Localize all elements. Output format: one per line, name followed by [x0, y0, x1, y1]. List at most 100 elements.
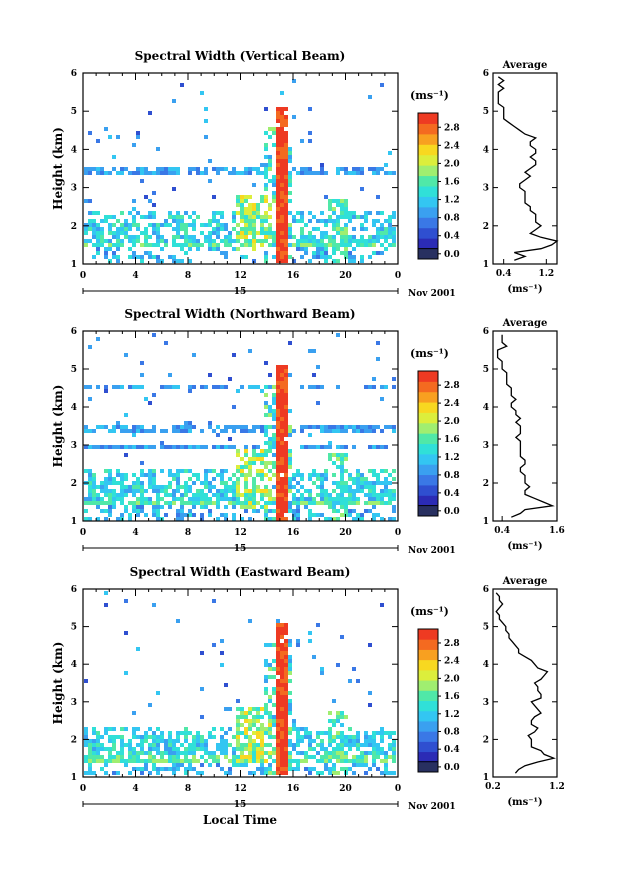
heatmap-cell: [276, 127, 280, 131]
heatmap-cell: [332, 739, 336, 743]
heatmap-cell: [320, 759, 324, 763]
heatmap-cell: [284, 763, 288, 767]
heatmap-cell: [296, 211, 300, 215]
heatmap-cell: [84, 445, 88, 449]
heatmap-cell: [128, 743, 132, 747]
heatmap-cell: [232, 497, 236, 501]
heatmap-cell: [92, 727, 96, 731]
heatmap-cell: [88, 501, 92, 505]
heatmap-cell: [336, 735, 340, 739]
heatmap-cell: [256, 231, 260, 235]
heatmap-cell: [376, 493, 380, 497]
heatmap-cell: [148, 771, 152, 775]
heatmap-cell: [280, 647, 284, 651]
heatmap-cell: [128, 247, 132, 251]
heatmap-cell: [252, 707, 256, 711]
heatmap-cell: [344, 767, 348, 771]
heatmap-cell: [168, 759, 172, 763]
heatmap-cell: [248, 211, 252, 215]
heatmap-cell: [292, 259, 296, 263]
heatmap-cell: [392, 215, 396, 219]
heatmap-cell: [172, 771, 176, 775]
heatmap-cell: [284, 643, 288, 647]
heatmap-cell: [208, 159, 212, 163]
heatmap-cell: [116, 259, 120, 263]
heatmap-cell: [284, 683, 288, 687]
heatmap-cell: [328, 711, 332, 715]
heatmap-cell: [188, 259, 192, 263]
heatmap-cell: [168, 255, 172, 259]
heatmap-cell: [328, 771, 332, 775]
heatmap-cell: [376, 755, 380, 759]
heatmap-cell: [292, 743, 296, 747]
heatmap-cell: [268, 723, 272, 727]
heatmap-cell: [280, 377, 284, 381]
heatmap-cell: [236, 211, 240, 215]
heatmap-cell: [284, 639, 288, 643]
heatmap-cell: [260, 743, 264, 747]
heatmap-cell: [148, 111, 152, 115]
heatmap-cell: [292, 727, 296, 731]
average-y-tick-label: 5: [483, 107, 489, 117]
heatmap-cell: [220, 767, 224, 771]
heatmap-cell: [104, 727, 108, 731]
y-tick-label: 3: [71, 441, 77, 451]
heatmap-cell: [248, 489, 252, 493]
heatmap-cell: [272, 715, 276, 719]
heatmap-cell: [276, 767, 280, 771]
heatmap-cell: [124, 219, 128, 223]
heatmap-cell: [244, 481, 248, 485]
heatmap-cell: [100, 501, 104, 505]
heatmap-cell: [220, 497, 224, 501]
heatmap-cell: [292, 167, 296, 171]
heatmap-cell: [228, 377, 232, 381]
heatmap-cell: [140, 461, 144, 465]
heatmap-cell: [296, 639, 300, 643]
heatmap-cell: [276, 711, 280, 715]
heatmap-cell: [376, 211, 380, 215]
heatmap-cell: [196, 493, 200, 497]
heatmap-cell: [328, 445, 332, 449]
heatmap-cell: [328, 743, 332, 747]
heatmap-cell: [348, 255, 352, 259]
heatmap-cell: [388, 771, 392, 775]
heatmap-cell: [236, 497, 240, 501]
heatmap-cell: [268, 405, 272, 409]
heatmap-cell: [96, 251, 100, 255]
heatmap-cell: [200, 755, 204, 759]
heatmap-cell: [320, 493, 324, 497]
heatmap-cell: [160, 505, 164, 509]
heatmap-cell: [232, 239, 236, 243]
heatmap-cell: [324, 751, 328, 755]
heatmap-cell: [232, 247, 236, 251]
heatmap-cell: [260, 747, 264, 751]
heatmap-cell: [280, 481, 284, 485]
heatmap-cell: [348, 679, 352, 683]
heatmap-cell: [324, 747, 328, 751]
heatmap-cell: [192, 755, 196, 759]
heatmap-cell: [320, 485, 324, 489]
heatmap-cell: [152, 513, 156, 517]
heatmap-cell: [200, 385, 204, 389]
heatmap-cell: [96, 501, 100, 505]
colorbar-tick-label: 0.0: [444, 507, 460, 517]
heatmap-cell: [244, 719, 248, 723]
heatmap-cell: [228, 243, 232, 247]
heatmap-cell: [164, 239, 168, 243]
heatmap-cell: [284, 143, 288, 147]
heatmap-cell: [140, 501, 144, 505]
heatmap-cell: [264, 493, 268, 497]
heatmap-cell: [352, 429, 356, 433]
date-label: 15: [234, 287, 247, 297]
heatmap-cell: [380, 445, 384, 449]
heatmap-cell: [340, 497, 344, 501]
heatmap-cell: [160, 445, 164, 449]
heatmap-cell: [292, 473, 296, 477]
heatmap-cell: [280, 517, 284, 521]
heatmap-cell: [288, 655, 292, 659]
heatmap-cell: [280, 389, 284, 393]
heatmap-cell: [280, 501, 284, 505]
heatmap-cell: [276, 635, 280, 639]
heatmap-cell: [200, 445, 204, 449]
colorbar-segment: [418, 700, 438, 712]
